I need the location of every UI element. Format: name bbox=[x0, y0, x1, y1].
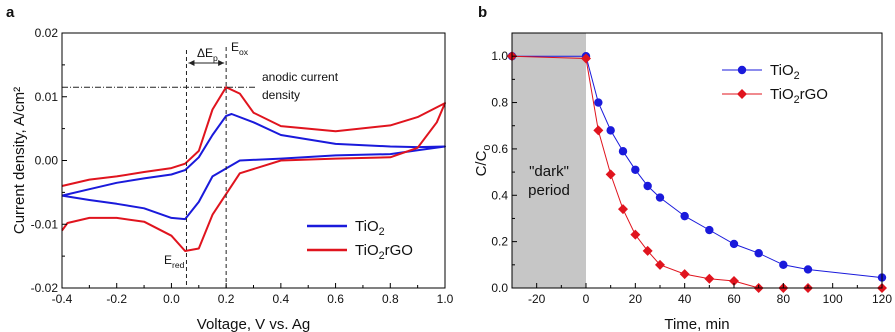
y-tick-label: 0.2 bbox=[491, 235, 508, 249]
data-point-tio2-rgo bbox=[679, 269, 690, 280]
x-tick-label: 60 bbox=[727, 292, 741, 306]
data-point-tio2-rgo bbox=[581, 53, 591, 64]
x-tick-label: 1.0 bbox=[437, 292, 454, 306]
y-tick-label: 0.0 bbox=[491, 281, 508, 295]
data-point-tio2 bbox=[618, 147, 628, 156]
data-point-tio2-rgo bbox=[630, 229, 641, 240]
x-tick-label: 100 bbox=[823, 292, 843, 306]
y-tick-label: 0.4 bbox=[491, 188, 508, 202]
legend-label: TiO2rGO bbox=[355, 242, 413, 262]
x-tick-label: -0.2 bbox=[106, 292, 127, 306]
data-point-tio2-rgo bbox=[642, 245, 653, 256]
y-tick-label: 0.00 bbox=[35, 154, 59, 168]
data-point-tio2-rgo bbox=[618, 204, 628, 215]
data-point-tio2 bbox=[754, 249, 763, 258]
anodic-label-line2: density bbox=[262, 88, 300, 102]
x-tick-label: 0.4 bbox=[273, 292, 290, 306]
e-ox-label: Eox bbox=[231, 40, 249, 57]
dark-period-label-line1: "dark" bbox=[529, 163, 569, 180]
x-tick-label: 0 bbox=[583, 292, 590, 306]
y-tick-label: 0.01 bbox=[35, 90, 59, 104]
panel-a-label: a bbox=[6, 4, 15, 21]
x-tick-label: 0.6 bbox=[327, 292, 344, 306]
dark-period-region bbox=[512, 33, 586, 288]
y-tick-label: -0.01 bbox=[31, 217, 59, 231]
e-red-label: Ered bbox=[164, 253, 185, 270]
data-point-tio2-rgo bbox=[605, 169, 616, 180]
panel-b-label: b bbox=[478, 4, 487, 21]
panel-a: a ΔEp Eox Ered anodic current density -0.4 -0.2… bbox=[6, 4, 454, 332]
x-tick-label: 80 bbox=[777, 292, 791, 306]
y-tick-label: -0.02 bbox=[31, 281, 59, 295]
series-line-tio2 bbox=[61, 113, 446, 221]
x-tick-label: -20 bbox=[528, 292, 546, 306]
legend-label: TiO2rGO bbox=[770, 86, 828, 106]
series-line-tio2-rgo bbox=[61, 86, 446, 252]
data-point-tio2 bbox=[631, 165, 640, 174]
data-point-tio2 bbox=[779, 260, 788, 270]
y-axis-title: C/Co bbox=[473, 145, 493, 177]
x-tick-label: -0.4 bbox=[52, 292, 73, 306]
x-tick-label: 0.2 bbox=[218, 292, 235, 306]
x-tick-label: 0.0 bbox=[163, 292, 180, 306]
dark-period-label-line2: period bbox=[528, 182, 570, 199]
data-point-tio2 bbox=[680, 211, 689, 221]
y-tick-label: 0.02 bbox=[35, 26, 59, 40]
plot-frame bbox=[511, 32, 883, 289]
data-point-tio2-rgo bbox=[729, 276, 739, 287]
y-tick-label: 0.6 bbox=[491, 142, 508, 156]
delta-ep-label: ΔEp bbox=[197, 46, 218, 63]
legend-marker bbox=[737, 89, 747, 99]
anodic-label-line1: anodic current bbox=[262, 70, 339, 84]
y-axis-title: Current density, A/cm² bbox=[11, 87, 28, 234]
data-point-tio2 bbox=[606, 126, 615, 135]
data-point-tio2 bbox=[705, 225, 714, 235]
data-point-tio2 bbox=[729, 239, 739, 249]
x-tick-label: 20 bbox=[629, 292, 643, 306]
data-point-tio2-rgo bbox=[704, 273, 715, 284]
data-point-tio2-rgo bbox=[593, 125, 604, 136]
y-tick-label: 0.8 bbox=[491, 96, 508, 110]
x-axis-title: Time, min bbox=[664, 316, 729, 332]
x-axis-title: Voltage, V vs. Ag bbox=[197, 316, 310, 332]
x-tick-label: 40 bbox=[678, 292, 692, 306]
legend-label: TiO2 bbox=[355, 218, 385, 238]
x-tick-label: 0.8 bbox=[382, 292, 399, 306]
panel-b: b "dark" period -20 0 20 40 60 80 100 120 0.0 0.2 0.4… bbox=[473, 4, 892, 332]
y-tick-label: 1.0 bbox=[491, 49, 508, 63]
legend-marker bbox=[737, 65, 747, 75]
data-point-tio2-rgo bbox=[655, 259, 665, 270]
data-point-tio2 bbox=[803, 265, 813, 274]
data-point-tio2 bbox=[643, 181, 652, 191]
data-point-tio2 bbox=[594, 98, 603, 107]
data-point-tio2 bbox=[655, 193, 665, 202]
x-tick-label: 120 bbox=[872, 292, 892, 306]
legend-label: TiO2 bbox=[770, 62, 800, 82]
